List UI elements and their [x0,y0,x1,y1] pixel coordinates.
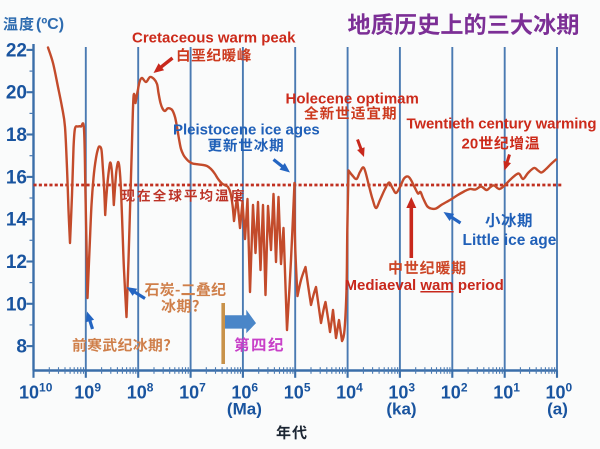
svg-text:105: 105 [284,381,311,403]
svg-text:109: 109 [74,381,101,403]
svg-text:Pleistocene ice ages: Pleistocene ice ages [173,122,320,139]
svg-text:104: 104 [336,381,363,403]
svg-text:(a): (a) [547,400,568,419]
svg-text:(Ma): (Ma) [227,400,262,419]
svg-text:22: 22 [6,40,27,61]
svg-text:(ka): (ka) [386,400,416,419]
svg-text:18: 18 [6,125,27,146]
svg-text:12: 12 [6,252,27,273]
svg-text:14: 14 [6,210,28,231]
svg-text:Holecene optimam: Holecene optimam [286,91,419,108]
svg-text:20: 20 [6,83,27,104]
svg-text:8: 8 [16,337,27,358]
svg-text:Little ice age: Little ice age [463,232,557,249]
svg-text:1010: 1010 [19,381,53,403]
svg-text:20: 20 [462,136,479,153]
svg-text:Mediaeval wam period: Mediaeval wam period [345,277,504,294]
svg-text:102: 102 [441,381,468,403]
svg-text:Twentieth century warming: Twentieth century warming [407,115,597,132]
svg-text:Cretaceous warm peak: Cretaceous warm peak [132,30,296,47]
svg-text:10: 10 [6,294,27,315]
svg-text:16: 16 [6,167,27,188]
svg-text:108: 108 [127,381,154,403]
svg-text:101: 101 [493,381,520,403]
svg-text:(ºC): (ºC) [36,16,64,33]
svg-text:107: 107 [179,381,206,403]
